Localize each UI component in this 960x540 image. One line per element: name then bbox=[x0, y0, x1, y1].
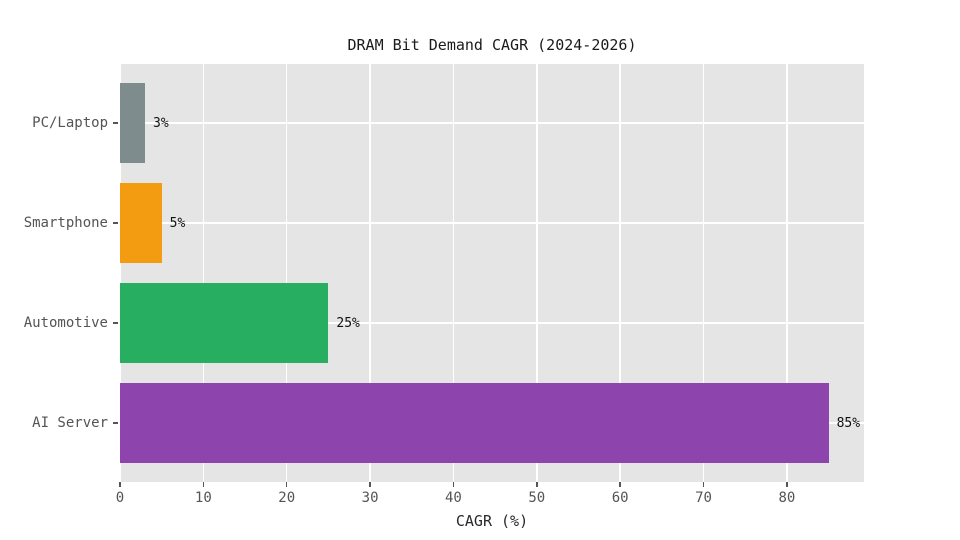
x-tick-mark bbox=[119, 482, 121, 487]
gridline-vertical bbox=[536, 64, 538, 482]
gridline-horizontal bbox=[120, 122, 864, 124]
x-tick-mark bbox=[285, 482, 288, 487]
gridline-vertical bbox=[452, 64, 455, 482]
x-tick-mark bbox=[202, 482, 205, 487]
y-tick-mark bbox=[113, 422, 118, 424]
bar-smartphone bbox=[120, 183, 162, 263]
gridline-vertical bbox=[619, 64, 621, 482]
bar-pc-laptop bbox=[120, 83, 145, 163]
gridline-vertical bbox=[202, 64, 205, 482]
y-tick-label: Smartphone bbox=[23, 215, 108, 231]
bar-value-label: 3% bbox=[153, 116, 169, 131]
x-tick-label: 80 bbox=[778, 490, 796, 506]
gridline-vertical bbox=[285, 64, 288, 482]
x-tick-label: 10 bbox=[194, 490, 212, 506]
x-axis-label: CAGR (%) bbox=[455, 512, 529, 530]
x-tick-mark bbox=[702, 482, 705, 487]
x-tick-label: 30 bbox=[361, 490, 379, 506]
gridline-vertical bbox=[702, 64, 705, 482]
gridline-vertical bbox=[120, 64, 121, 482]
y-tick-mark bbox=[113, 222, 118, 224]
bar-value-label: 25% bbox=[336, 316, 360, 331]
y-tick-mark bbox=[113, 122, 118, 124]
x-tick-mark bbox=[536, 482, 538, 487]
x-tick-label: 50 bbox=[528, 490, 546, 506]
gridline-vertical bbox=[786, 64, 788, 482]
y-tick-label: AI Server bbox=[32, 415, 108, 431]
x-tick-label: 60 bbox=[611, 490, 629, 506]
x-tick-label: 40 bbox=[445, 490, 462, 506]
bar-value-label: 5% bbox=[169, 216, 186, 231]
x-tick-mark bbox=[619, 482, 621, 487]
bar-ai-server bbox=[120, 383, 829, 463]
plot-area: 3% 5% 25% 85% bbox=[120, 64, 864, 482]
gridline-horizontal bbox=[120, 322, 864, 324]
gridline-vertical bbox=[369, 64, 371, 482]
x-tick-label: 70 bbox=[695, 490, 712, 506]
y-tick-mark bbox=[113, 322, 118, 324]
x-tick-label: 20 bbox=[278, 490, 296, 506]
bar-automotive bbox=[120, 283, 329, 363]
x-tick-mark bbox=[369, 482, 371, 487]
x-tick-mark bbox=[452, 482, 455, 487]
x-tick-label: 0 bbox=[115, 490, 125, 506]
y-tick-label: PC/Laptop bbox=[32, 115, 108, 131]
gridline-horizontal bbox=[120, 222, 864, 224]
x-tick-mark bbox=[786, 482, 788, 487]
bar-value-label: 85% bbox=[836, 416, 861, 431]
chart-title: DRAM Bit Demand CAGR (2024-2026) bbox=[347, 36, 637, 54]
y-tick-label: Automotive bbox=[23, 315, 108, 331]
